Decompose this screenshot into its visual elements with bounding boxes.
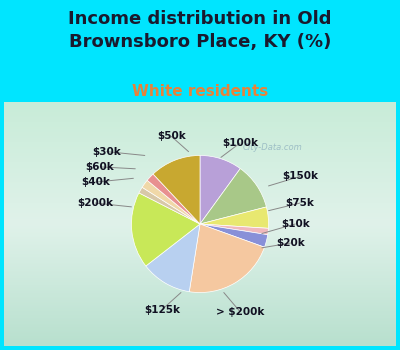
Text: > $200k: > $200k (216, 307, 264, 317)
Wedge shape (146, 224, 200, 292)
Wedge shape (132, 193, 200, 266)
Wedge shape (200, 169, 266, 224)
Wedge shape (200, 224, 268, 235)
Text: $75k: $75k (286, 198, 314, 208)
Wedge shape (200, 155, 240, 224)
Wedge shape (139, 187, 200, 224)
Wedge shape (200, 207, 268, 228)
Text: $200k: $200k (77, 198, 113, 208)
Wedge shape (200, 224, 268, 247)
Text: Income distribution in Old
Brownsboro Place, KY (%): Income distribution in Old Brownsboro Pl… (68, 10, 332, 51)
Wedge shape (189, 224, 264, 293)
Wedge shape (142, 180, 200, 224)
Text: $60k: $60k (86, 162, 114, 172)
Text: White residents: White residents (132, 84, 268, 99)
Text: $50k: $50k (157, 131, 186, 141)
Text: $30k: $30k (92, 147, 121, 157)
Text: $10k: $10k (281, 219, 310, 229)
Text: $125k: $125k (144, 305, 180, 315)
Text: $20k: $20k (276, 238, 305, 248)
Text: City-Data.com: City-Data.com (243, 144, 302, 152)
Text: $40k: $40k (81, 177, 110, 187)
Text: $100k: $100k (222, 138, 258, 148)
Text: $150k: $150k (282, 172, 318, 181)
Wedge shape (153, 155, 200, 224)
Wedge shape (147, 174, 200, 224)
